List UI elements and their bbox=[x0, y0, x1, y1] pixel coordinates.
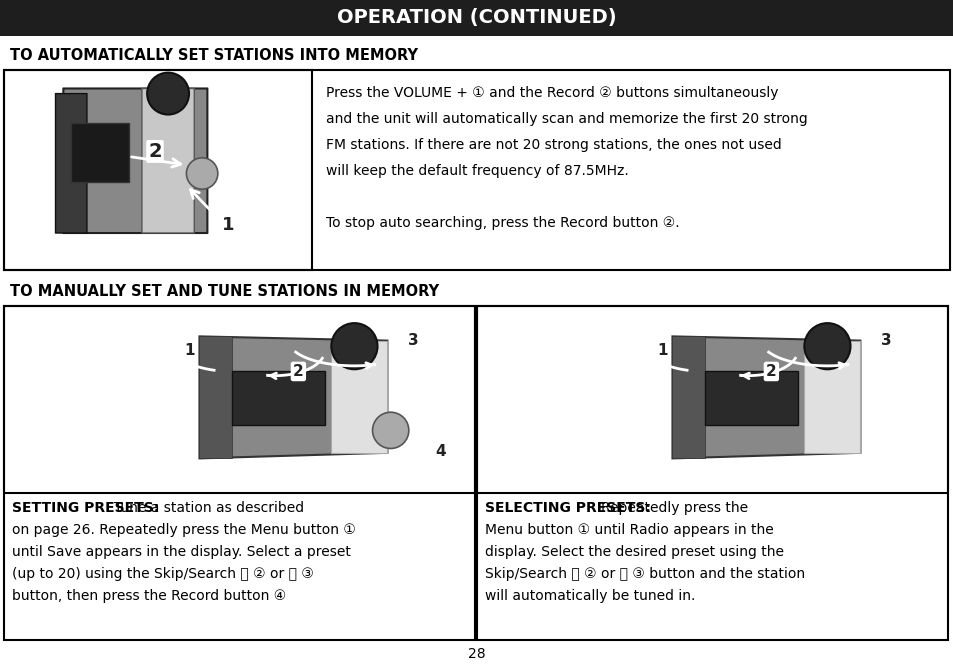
FancyArrowPatch shape bbox=[191, 190, 211, 210]
Bar bbox=[476, 306, 947, 493]
FancyArrowPatch shape bbox=[132, 157, 180, 167]
Text: Repeatedly press the: Repeatedly press the bbox=[600, 501, 747, 515]
Text: until Save appears in the display. Select a preset: until Save appears in the display. Selec… bbox=[12, 545, 351, 559]
Text: 2: 2 bbox=[293, 364, 303, 379]
FancyBboxPatch shape bbox=[142, 88, 194, 233]
Text: will automatically be tuned in.: will automatically be tuned in. bbox=[484, 589, 695, 603]
Bar bbox=[4, 306, 475, 493]
Text: Tune a station as described: Tune a station as described bbox=[113, 501, 304, 515]
Text: 2: 2 bbox=[485, 310, 497, 328]
Text: 4: 4 bbox=[435, 444, 445, 459]
Text: 1: 1 bbox=[12, 74, 25, 92]
Bar bbox=[476, 306, 947, 493]
Circle shape bbox=[186, 158, 217, 189]
Polygon shape bbox=[199, 337, 387, 458]
Text: (up to 20) using the Skip/Search ⏮ ② or ⏭ ③: (up to 20) using the Skip/Search ⏮ ② or … bbox=[12, 567, 314, 581]
Text: To stop auto searching, press the Record button ②.: To stop auto searching, press the Record… bbox=[326, 216, 679, 230]
Bar bbox=[233, 371, 324, 425]
Text: 1: 1 bbox=[222, 216, 234, 234]
Text: will keep the default frequency of 87.5MHz.: will keep the default frequency of 87.5M… bbox=[326, 164, 628, 178]
Text: 1: 1 bbox=[12, 310, 25, 328]
Bar bbox=[0, 0, 953, 36]
Text: Menu button ① until Radio appears in the: Menu button ① until Radio appears in the bbox=[484, 523, 773, 537]
Text: on page 26. Repeatedly press the Menu button ①: on page 26. Repeatedly press the Menu bu… bbox=[12, 523, 355, 537]
Text: FM stations. If there are not 20 strong stations, the ones not used: FM stations. If there are not 20 strong … bbox=[326, 138, 781, 152]
Circle shape bbox=[147, 72, 189, 115]
Bar bbox=[4, 306, 34, 332]
Bar bbox=[4, 70, 34, 96]
Bar bbox=[476, 306, 947, 640]
Circle shape bbox=[803, 323, 850, 369]
Bar bbox=[4, 70, 312, 270]
Text: TO MANUALLY SET AND TUNE STATIONS IN MEMORY: TO MANUALLY SET AND TUNE STATIONS IN MEM… bbox=[10, 284, 438, 299]
Bar bbox=[704, 371, 797, 425]
Bar bbox=[4, 306, 475, 493]
Text: OPERATION (CONTINUED): OPERATION (CONTINUED) bbox=[336, 9, 617, 27]
Bar bbox=[476, 306, 506, 332]
Text: button, then press the Record button ④: button, then press the Record button ④ bbox=[12, 589, 286, 603]
Bar bbox=[4, 70, 949, 270]
Bar bbox=[4, 306, 475, 640]
Text: SETTING PRESETS:: SETTING PRESETS: bbox=[12, 501, 159, 515]
Text: 3: 3 bbox=[881, 333, 891, 348]
Polygon shape bbox=[672, 337, 860, 458]
Text: 28: 28 bbox=[468, 647, 485, 661]
Text: TO AUTOMATICALLY SET STATIONS INTO MEMORY: TO AUTOMATICALLY SET STATIONS INTO MEMOR… bbox=[10, 48, 417, 64]
Bar bbox=[4, 70, 312, 270]
Text: 2: 2 bbox=[765, 364, 776, 379]
Text: Skip/Search ⏮ ② or ⏭ ③ button and the station: Skip/Search ⏮ ② or ⏭ ③ button and the st… bbox=[484, 567, 804, 581]
Text: SELECTING PRESETS:: SELECTING PRESETS: bbox=[484, 501, 650, 515]
Text: 3: 3 bbox=[408, 333, 418, 348]
Circle shape bbox=[331, 323, 377, 369]
Polygon shape bbox=[672, 337, 704, 458]
Text: 1: 1 bbox=[657, 343, 667, 358]
Polygon shape bbox=[331, 341, 387, 453]
FancyBboxPatch shape bbox=[63, 88, 207, 233]
Bar bbox=[71, 122, 129, 182]
Circle shape bbox=[373, 412, 409, 448]
Text: display. Select the desired preset using the: display. Select the desired preset using… bbox=[484, 545, 783, 559]
Polygon shape bbox=[199, 337, 233, 458]
FancyBboxPatch shape bbox=[55, 94, 87, 233]
Text: 2: 2 bbox=[148, 142, 162, 161]
Text: and the unit will automatically scan and memorize the first 20 strong: and the unit will automatically scan and… bbox=[326, 112, 807, 126]
Text: 1: 1 bbox=[184, 343, 194, 358]
Polygon shape bbox=[803, 341, 860, 453]
Text: Press the VOLUME + ① and the Record ② buttons simultaneously: Press the VOLUME + ① and the Record ② bu… bbox=[326, 86, 778, 100]
